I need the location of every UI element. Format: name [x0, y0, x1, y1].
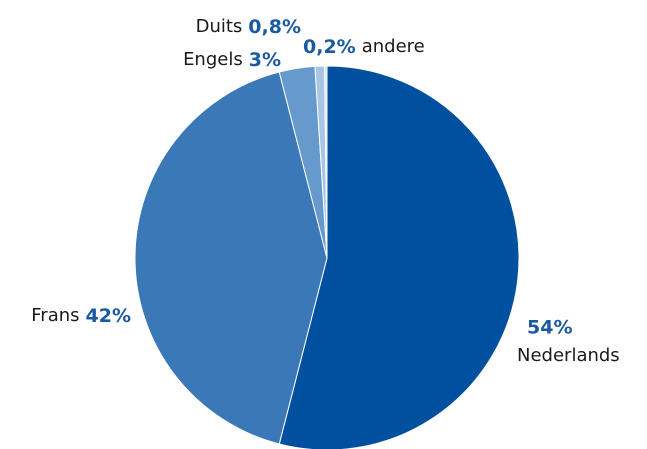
slice-percent: 0,2%	[303, 36, 356, 58]
slice-percent: 0,8%	[248, 16, 301, 38]
pie-slice	[324, 65, 328, 259]
pie-slice	[278, 65, 520, 449]
slice-label-group: 0,2% andere	[303, 36, 425, 58]
slice-label-group: Frans 42%	[31, 305, 131, 327]
slice-label: andere	[362, 36, 425, 57]
slice-label: Frans	[31, 305, 79, 326]
slice-label: Engels	[183, 49, 243, 70]
slice-label-group: Duits 0,8%	[196, 16, 301, 38]
slice-percent: 3%	[249, 49, 281, 71]
slice-label-group: Engels 3%	[183, 49, 281, 71]
slice-percent: 42%	[86, 305, 131, 327]
slice-label: Nederlands	[517, 345, 620, 366]
pie-slice	[134, 71, 328, 445]
slice-label: Duits	[196, 16, 243, 37]
slice-percent: 54%	[527, 317, 572, 339]
